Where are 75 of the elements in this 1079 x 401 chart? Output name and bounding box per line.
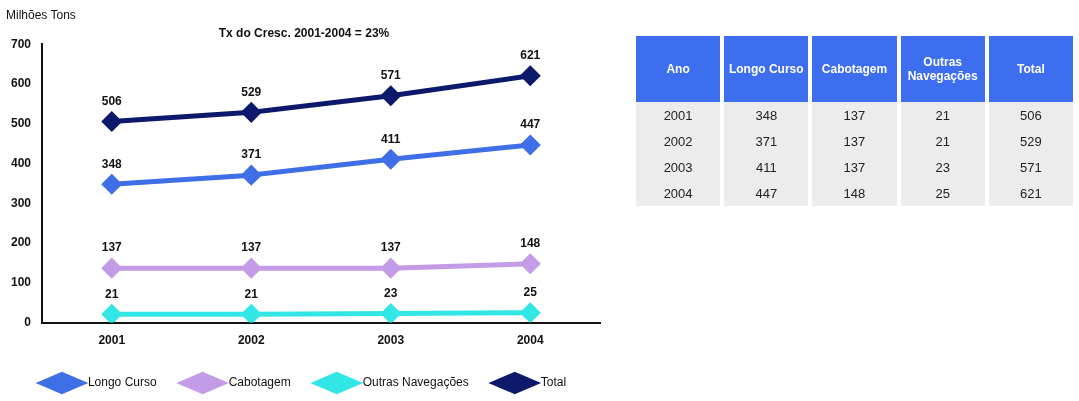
y-tick-label: 2004 (636, 180, 721, 206)
x-tick-label: 2003 (377, 333, 405, 348)
data-label: 571 (380, 67, 402, 82)
data-label: 137 (812, 102, 897, 128)
data-label: 137 (101, 240, 123, 255)
y-tick-label: 2002 (636, 128, 721, 154)
point (381, 303, 401, 323)
data-label: 411 (381, 131, 401, 146)
data-label: 23 (900, 154, 985, 180)
x-tick-label: Total (988, 36, 1073, 102)
y-tick-label: 500 (10, 116, 32, 131)
data-label: 621 (520, 48, 541, 63)
x-tick-label: Outras Navegações (900, 36, 985, 102)
data-label: 148 (520, 236, 541, 251)
y-tick-label: 100 (10, 275, 32, 290)
legend-label: Longo Curso (87, 375, 157, 390)
y-tick-label: 0 (24, 314, 32, 329)
point (102, 174, 122, 194)
point (381, 258, 401, 278)
data-label: 25 (900, 180, 985, 206)
point (520, 135, 540, 155)
data-label: 506 (988, 102, 1073, 128)
data-label: 21 (900, 128, 985, 154)
data-label: 137 (241, 240, 262, 255)
data-label: 529 (241, 84, 262, 99)
data-label: 21 (244, 286, 259, 301)
point (102, 304, 122, 323)
x-tick-label: Cabotagem (812, 36, 897, 102)
y-tick-label: 2003 (636, 154, 721, 180)
point (520, 303, 540, 323)
data-label: 148 (812, 180, 897, 206)
point (102, 258, 122, 278)
x-tick-label: 2002 (237, 333, 265, 348)
data-label: 23 (384, 285, 398, 300)
data-label: 21 (105, 286, 119, 301)
y-tick-label: 700 (10, 36, 32, 51)
point (520, 254, 540, 274)
data-label: 411 (724, 154, 809, 180)
legend-label: Cabotagem (228, 375, 291, 390)
data-label: 371 (724, 128, 809, 154)
y-tick-label: 300 (10, 195, 32, 210)
chart-title: Tx do Cresc. 2001-2004 = 23% (218, 25, 390, 40)
x-tick-label: Longo Curso (724, 36, 809, 102)
data-label: 21 (900, 102, 985, 128)
data-label: 571 (988, 154, 1073, 180)
legend-label: Total (540, 375, 567, 390)
x-tick-label: 2004 (516, 333, 544, 348)
y-tick-label: 600 (10, 76, 32, 91)
point (102, 112, 122, 131)
point (241, 165, 261, 185)
point (381, 86, 401, 106)
y-tick-label: 2001 (636, 102, 721, 128)
data-label: 137 (380, 240, 402, 255)
point (241, 258, 261, 278)
legend-label: Outras Navegações (362, 375, 469, 390)
data-label: 621 (988, 180, 1073, 206)
point (241, 304, 261, 323)
y-tick-label: 200 (10, 235, 32, 250)
y-axis-title: Milhões Tons (6, 8, 76, 23)
point (381, 149, 401, 169)
data-label: 529 (988, 128, 1073, 154)
x-tick-label: 2001 (98, 333, 126, 348)
data-label: 447 (520, 117, 541, 132)
point (241, 102, 261, 122)
data-label: 371 (241, 147, 262, 162)
data-label: 137 (812, 154, 897, 180)
data-label: 348 (724, 102, 809, 128)
data-label: 137 (812, 128, 897, 154)
point (520, 66, 540, 86)
y-tick-label: 400 (10, 155, 32, 170)
data-label: 25 (523, 284, 538, 299)
data-label: 506 (101, 93, 123, 108)
data-label: 447 (724, 180, 809, 206)
data-label: 348 (101, 156, 123, 171)
y-axis-title: Ano (636, 36, 721, 102)
